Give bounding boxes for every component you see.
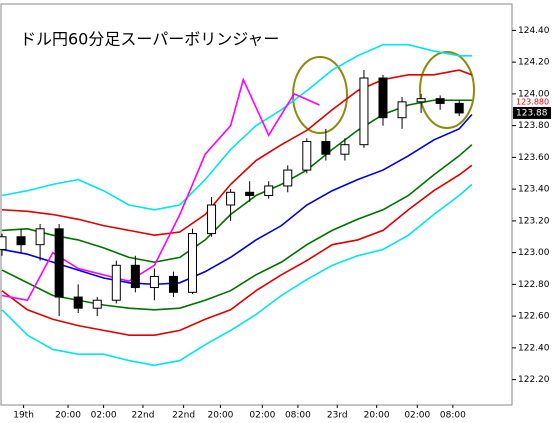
y-tick-label: 123.20 [518, 216, 550, 226]
candle-body [302, 141, 312, 171]
candle-body [397, 101, 407, 119]
highlight-ellipse [419, 51, 475, 129]
candle-body [283, 169, 293, 187]
candle-body [226, 191, 236, 206]
candle-body [378, 77, 388, 119]
band-line [1, 43, 472, 211]
candle-body [454, 102, 464, 114]
candle-body [92, 299, 102, 309]
candle-body [359, 77, 369, 146]
candle-body [111, 264, 121, 301]
candle-body [264, 185, 274, 196]
price-marker-label: 123.880 [516, 97, 549, 106]
y-tick-label: 122.60 [518, 312, 550, 322]
candle-body [321, 141, 331, 155]
x-tick-label: 19th [13, 411, 34, 421]
band-line [1, 113, 473, 286]
candle-body [35, 228, 45, 246]
y-tick-label: 124.40 [518, 26, 550, 36]
x-tick-label: 08:00 [285, 411, 311, 421]
candle-body [168, 275, 178, 293]
x-tick-label: 02:00 [404, 411, 430, 421]
x-tick-label: 20:00 [207, 411, 233, 421]
x-tick-label: 20:00 [55, 411, 81, 421]
y-tick-label: 122.20 [518, 375, 550, 385]
y-tick-label: 123.00 [518, 248, 550, 258]
y-tick-label: 123.60 [518, 153, 550, 163]
x-tick-label: 23rd [327, 411, 348, 421]
y-tick-label: 123.80 [518, 121, 550, 131]
candle-body [54, 228, 64, 298]
candle-body [188, 233, 197, 293]
x-tick-label: 02:00 [249, 411, 275, 421]
candle-body [130, 264, 140, 289]
candle-body [73, 296, 83, 309]
y-tick-label: 124.20 [518, 58, 550, 68]
price-box [513, 106, 551, 119]
y-tick-label: 122.40 [518, 343, 550, 353]
price-label: 123.88 [516, 108, 548, 118]
candle-body [0, 236, 7, 250]
x-tick-label: 08:00 [440, 411, 466, 421]
y-tick-label: 124.00 [518, 89, 550, 99]
y-tick-label: 123.40 [518, 185, 550, 195]
candle-body [245, 191, 255, 196]
x-tick-label: 20:00 [364, 411, 390, 421]
marks: 122.20 122.40 122.60 122.80 123.00 123.20 123.… [0, 26, 550, 421]
candle-body [149, 275, 159, 289]
candle-body [435, 98, 445, 104]
y-tick-label: 122.80 [518, 280, 550, 290]
chart-title: ドル円60分足スーパーボリンジャー [20, 30, 279, 49]
band-line [1, 69, 473, 236]
candle-body [207, 204, 217, 235]
band-line [1, 183, 473, 367]
candle-body [416, 98, 426, 103]
x-tick-label: 22nd [132, 411, 155, 421]
x-tick-label: 22nd [172, 411, 195, 421]
band-line [1, 164, 473, 336]
plot-frame [0, 3, 513, 406]
candle-body [340, 144, 350, 155]
x-tick-label: 02:00 [91, 411, 117, 421]
candle-body [16, 236, 26, 246]
